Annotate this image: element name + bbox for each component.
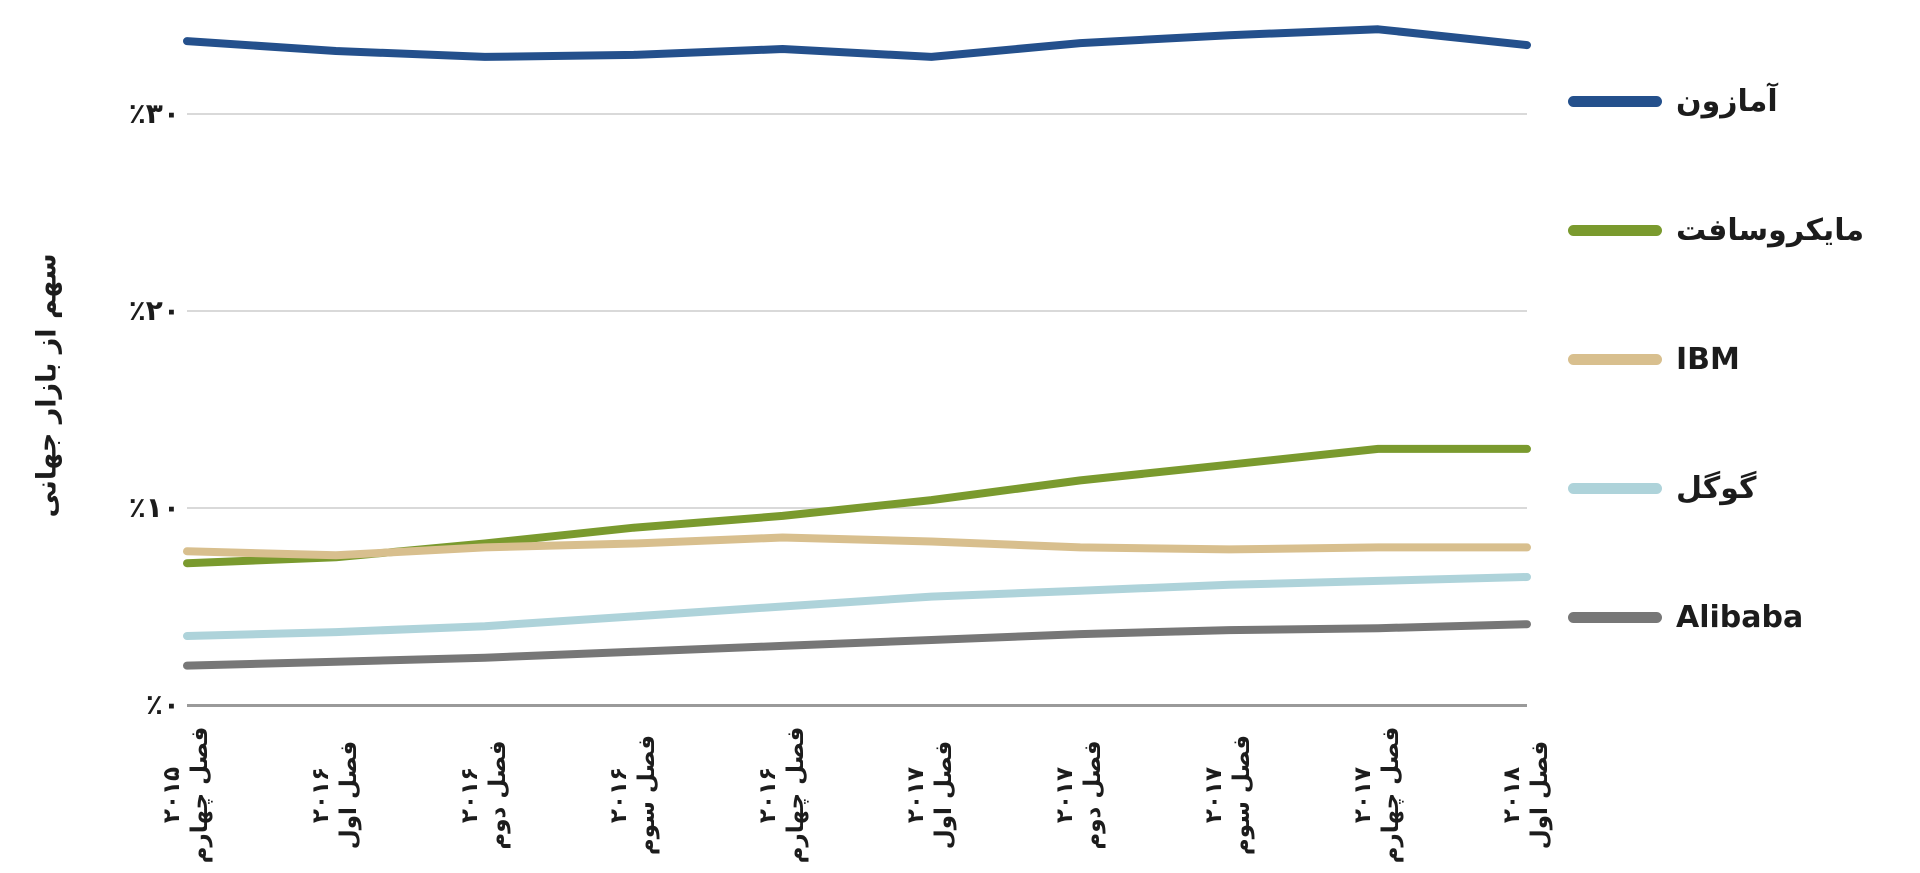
series-line-alibaba xyxy=(183,620,1531,670)
legend-label-ibm: IBM xyxy=(1676,341,1740,377)
x-tick-quarter: فصل دوم xyxy=(484,740,511,850)
legend-label-alibaba: Alibaba xyxy=(1676,599,1804,635)
series-line-google xyxy=(183,573,1531,640)
x-tick-label: ۲۰۱۷ فصل چهارم xyxy=(1349,720,1407,870)
series-line-amazon xyxy=(183,25,1531,61)
x-tick-year: ۲۰۱۶ xyxy=(605,766,632,824)
legend-item-ibm: IBM xyxy=(1568,341,1864,377)
legend-swatch-microsoft xyxy=(1568,224,1662,236)
legend-label-google: گوگل xyxy=(1676,470,1757,506)
x-tick-quarter: فصل اول xyxy=(1527,740,1553,850)
x-tick-quarter: فصل اول xyxy=(931,740,958,850)
legend-swatch-google xyxy=(1568,482,1662,494)
x-tick-label: ۲۰۱۷ فصل اول xyxy=(902,720,960,870)
x-tick-year: ۲۰۱۸ xyxy=(1499,766,1525,824)
x-tick-quarter: فصل سوم xyxy=(1229,734,1256,856)
x-tick-quarter: فصل چهارم xyxy=(782,726,809,864)
x-tick-year: ۲۰۱۶ xyxy=(754,766,781,824)
y-tick-label: ٪۲۰ xyxy=(128,294,180,327)
x-tick-label: ۲۰۱۷ فصل سوم xyxy=(1200,720,1258,870)
x-tick-label: ۲۰۱۷ فصل دوم xyxy=(1051,720,1109,870)
x-tick-year: ۲۰۱۶ xyxy=(456,766,483,824)
x-tick-quarter: فصل سوم xyxy=(633,734,660,856)
legend-swatch-alibaba xyxy=(1568,611,1662,623)
x-tick-year: ۲۰۱۷ xyxy=(1201,766,1228,824)
y-tick-label: ٪۰ xyxy=(145,688,180,721)
x-tick-label: ۲۰۱۵ فصل چهارم xyxy=(158,720,216,870)
x-tick-quarter: فصل چهارم xyxy=(1378,726,1405,864)
x-axis-line xyxy=(187,703,1527,707)
legend-item-google: گوگل xyxy=(1568,470,1864,506)
gridline xyxy=(187,310,1527,312)
legend-item-amazon: آمازون xyxy=(1568,83,1864,119)
y-tick-label: ٪۱۰ xyxy=(128,491,180,524)
x-tick-label: ۲۰۱۶ فصل دوم xyxy=(456,720,514,870)
y-tick-label: ٪۳۰ xyxy=(128,97,180,130)
x-tick-year: ۲۰۱۷ xyxy=(903,766,930,824)
legend-swatch-amazon xyxy=(1568,95,1662,107)
legend-label-amazon: آمازون xyxy=(1676,83,1778,119)
x-tick-label: ۲۰۱۸ فصل اول xyxy=(1498,720,1556,870)
legend: آمازون مایکروسافت IBM گوگل Alibaba xyxy=(1568,83,1865,635)
x-tick-year: ۲۰۱۵ xyxy=(159,766,185,824)
legend-item-microsoft: مایکروسافت xyxy=(1568,212,1865,248)
legend-swatch-ibm xyxy=(1568,353,1662,365)
x-tick-year: ۲۰۱۶ xyxy=(307,766,334,824)
x-tick-year: ۲۰۱۷ xyxy=(1350,766,1377,824)
x-tick-label: ۲۰۱۶ فصل چهارم xyxy=(754,720,812,870)
legend-item-alibaba: Alibaba xyxy=(1568,599,1864,635)
x-tick-quarter: فصل چهارم xyxy=(187,726,213,864)
x-tick-label: ۲۰۱۶ فصل سوم xyxy=(605,720,663,870)
x-tick-year: ۲۰۱۷ xyxy=(1052,766,1079,824)
x-tick-label: ۲۰۱۶ فصل اول xyxy=(307,720,365,870)
series-line-ibm xyxy=(183,533,1531,560)
gridline xyxy=(187,113,1527,115)
legend-label-microsoft: مایکروسافت xyxy=(1676,212,1865,248)
x-tick-quarter: فصل دوم xyxy=(1080,740,1107,850)
x-tick-quarter: فصل اول xyxy=(335,740,362,850)
